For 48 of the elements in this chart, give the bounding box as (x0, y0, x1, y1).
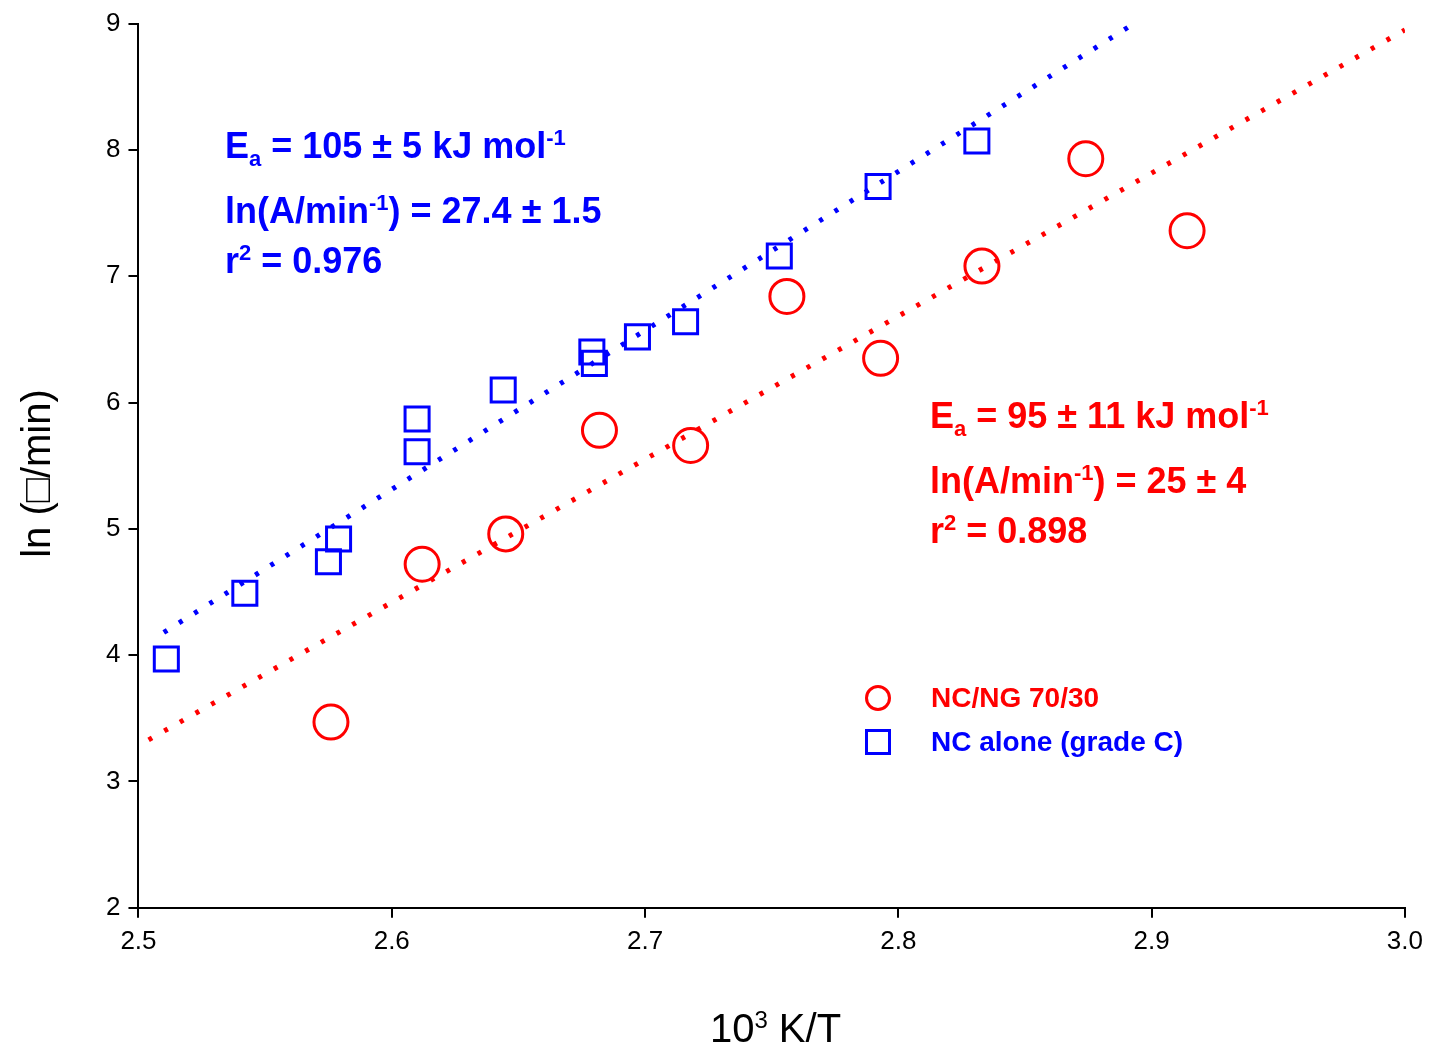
point (578, 338, 606, 366)
y-tick-label: 7 (105, 259, 121, 290)
point (580, 349, 608, 377)
y-axis-title: ln (□/min) (13, 388, 59, 558)
point (768, 277, 806, 315)
point (864, 173, 892, 201)
x-tick-label: 2.7 (626, 924, 664, 955)
annotation: r$^{2}$ = 0.976 (225, 240, 383, 282)
x-tick-label: 2.6 (373, 924, 410, 955)
point (580, 411, 618, 449)
point (672, 308, 700, 336)
x-tick-label: 2.8 (880, 924, 917, 955)
point (152, 645, 180, 673)
point (403, 438, 431, 466)
y-tick-label: 5 (105, 512, 121, 543)
point (623, 323, 651, 351)
point (1067, 140, 1105, 178)
point (325, 525, 353, 553)
legend-label: NC alone (grade C) (931, 726, 1184, 758)
point (862, 339, 900, 377)
y-tick-label: 3 (105, 764, 121, 795)
point (765, 242, 793, 270)
point (963, 127, 991, 155)
x-tick-label: 3.0 (1386, 924, 1424, 955)
annotation: E$_{a}$ = 95 ± 11 kJ mol$^{-1}$ (930, 395, 1269, 443)
legend-label: NC/NG 70/30 (931, 682, 1100, 714)
point (403, 545, 441, 583)
point (489, 376, 517, 404)
annotation: r$^{2}$ = 0.898 (930, 510, 1088, 552)
point (403, 405, 431, 433)
y-tick-label: 9 (105, 6, 121, 37)
x-axis-title: 10$^{3}$ K/T (708, 1006, 843, 1052)
point (487, 515, 525, 553)
x-tick-label: 2.5 (120, 924, 157, 955)
point (314, 548, 342, 576)
point (1168, 212, 1206, 250)
y-tick-label: 2 (105, 890, 121, 921)
y-tick-label: 6 (105, 385, 121, 416)
annotation: ln(A/min$^{-1}$) = 27.4 ± 1.5 (225, 190, 602, 232)
annotation: E$_{a}$ = 105 ± 5 kJ mol$^{-1}$ (225, 125, 566, 173)
y-tick-label: 4 (105, 638, 121, 669)
annotation: ln(A/min$^{-1}$) = 25 ± 4 (930, 460, 1247, 502)
point (963, 247, 1001, 285)
point (312, 703, 350, 741)
point (672, 426, 710, 464)
y-tick-label: 8 (105, 133, 121, 164)
point (231, 579, 259, 607)
x-tick-label: 2.9 (1133, 924, 1170, 955)
